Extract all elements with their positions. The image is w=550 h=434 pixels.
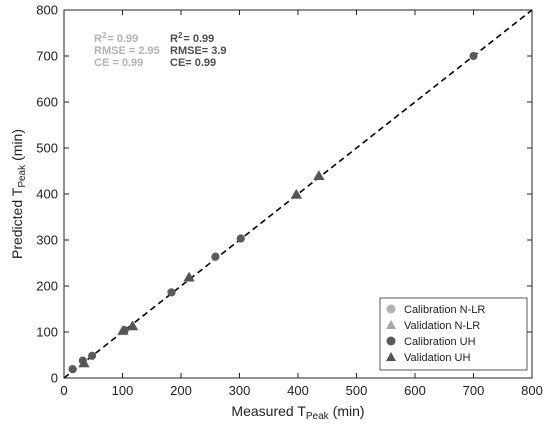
y-tick-label: 300 (36, 233, 58, 248)
data-point (78, 357, 90, 368)
x-tick-label: 600 (404, 383, 426, 398)
stats-col2-rmse: RMSE= 3.9 (170, 45, 227, 57)
y-tick-label: 0 (51, 371, 58, 386)
data-point (117, 325, 129, 335)
stats-col2-r2: R2= 0.99 (170, 31, 214, 46)
data-point (469, 52, 478, 60)
data-point (236, 234, 245, 243)
x-tick-label: 300 (229, 383, 251, 398)
x-tick-label: 700 (463, 383, 485, 398)
legend-marker-calibration-nlr (386, 304, 396, 314)
y-tick-label: 700 (36, 49, 58, 64)
y-tick-label: 400 (36, 187, 58, 202)
y-tick-label: 500 (36, 141, 58, 156)
x-tick-label: 200 (170, 383, 192, 398)
data-point (313, 170, 325, 181)
data-point (68, 365, 77, 374)
legend-label-validation-nlr: Validation N-LR (404, 320, 480, 332)
data-point (183, 271, 195, 282)
legend-marker-calibration-uh (386, 336, 396, 346)
data-point (167, 288, 176, 297)
legend-marker-validation-uh (386, 352, 396, 361)
y-tick-label: 600 (36, 95, 58, 110)
data-point (88, 351, 97, 360)
y-tick-label: 200 (36, 279, 58, 294)
stats-col2-ce: CE= 0.99 (170, 57, 216, 69)
data-point (126, 320, 138, 331)
x-tick-label: 500 (346, 383, 368, 398)
stats-col1-ce: CE = 0.99 (94, 57, 143, 69)
x-tick-label: 800 (521, 383, 543, 398)
legend-box (379, 297, 528, 371)
y-tick-label: 800 (36, 3, 58, 18)
legend-marker-validation-nlr (386, 320, 396, 329)
legend-label-calibration-nlr: Calibration N-LR (404, 304, 485, 316)
stats-col1-rmse: RMSE = 2.95 (94, 45, 160, 57)
data-point (290, 188, 302, 199)
x-tick-label: 0 (60, 383, 67, 398)
stats-col1-r2: R2= 0.99 (94, 31, 138, 46)
data-point (211, 252, 220, 261)
x-tick-label: 400 (287, 383, 309, 398)
legend-label-calibration-uh: Calibration UH (404, 336, 476, 348)
stats-block: R2= 0.99 RMSE = 2.95 CE = 0.99 R2= 0.99 … (94, 31, 227, 70)
legend-label-validation-uh: Validation UH (404, 352, 470, 364)
y-tick-label: 100 (36, 325, 58, 340)
y-axis-label: Predicted TPeak(min) (9, 129, 28, 259)
x-tick-label: 100 (112, 383, 134, 398)
legend: Calibration N-LR Validation N-LR Calibra… (379, 297, 528, 371)
x-axis-label: Measured TPeak (min) (231, 403, 364, 422)
